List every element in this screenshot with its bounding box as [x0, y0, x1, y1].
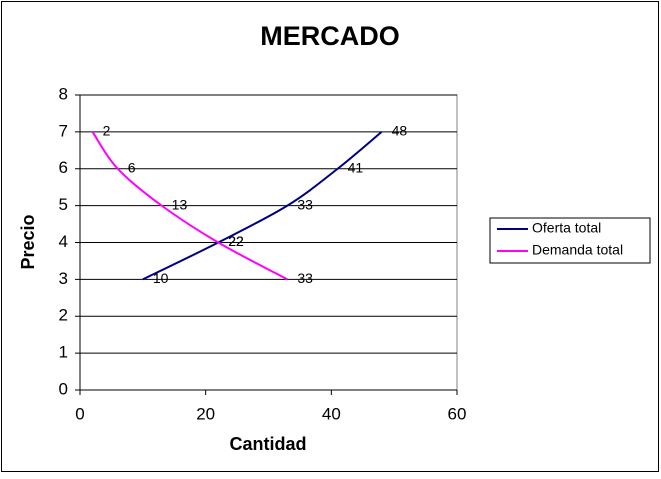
data-label: 33	[297, 196, 313, 212]
y-tick-label: 8	[59, 84, 68, 103]
legend-label: Demanda total	[532, 242, 623, 258]
data-label: 33	[297, 270, 313, 286]
x-axis-title: Cantidad	[229, 434, 306, 454]
y-tick-label: 5	[59, 195, 68, 214]
data-label: 10	[153, 270, 169, 286]
y-tick-label: 4	[59, 232, 68, 251]
y-tick-label: 3	[59, 269, 68, 288]
x-tick-label: 60	[448, 404, 467, 423]
x-tick-label: 20	[196, 404, 215, 423]
series-line	[91, 131, 288, 281]
data-label: 41	[348, 159, 364, 175]
data-label: 22	[228, 233, 244, 249]
series-line	[142, 131, 383, 281]
y-tick-label: 7	[59, 121, 68, 140]
y-tick-label: 2	[59, 306, 68, 325]
data-label: 13	[172, 196, 188, 212]
data-label: 48	[392, 123, 408, 139]
data-label: 2	[103, 123, 111, 139]
y-tick-label: 0	[59, 379, 68, 398]
y-tick-label: 6	[59, 158, 68, 177]
chart-title: MERCADO	[260, 21, 400, 51]
x-tick-label: 0	[75, 404, 84, 423]
legend-box	[489, 217, 651, 264]
y-tick-label: 1	[59, 343, 68, 362]
legend-label: Oferta total	[532, 220, 601, 236]
data-label: 22	[228, 233, 244, 249]
y-axis-title: Precio	[18, 214, 38, 269]
x-tick-label: 40	[322, 404, 341, 423]
data-label: 6	[128, 159, 136, 175]
